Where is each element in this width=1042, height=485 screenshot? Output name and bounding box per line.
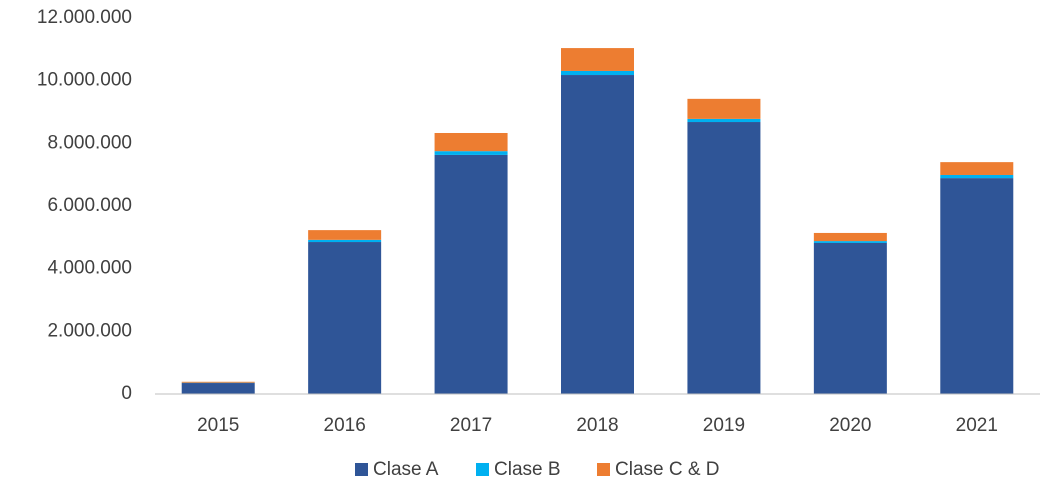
bar-segment: [940, 162, 1014, 175]
bar-segment: [434, 132, 508, 152]
bar-segment: [434, 154, 508, 394]
bar-segment: [813, 232, 887, 242]
x-tick-label: 2017: [450, 415, 492, 436]
bar-segment: [308, 242, 382, 394]
legend-label: Clase B: [494, 459, 561, 480]
bar-segment: [813, 242, 887, 394]
x-tick-label: 2015: [197, 415, 239, 436]
legend-swatch: [597, 463, 610, 476]
legend-label: Clase A: [373, 459, 439, 480]
bar-segment: [940, 178, 1014, 394]
y-tick-label: 0: [121, 383, 132, 404]
x-tick-label: 2020: [829, 415, 871, 436]
bar-segment: [434, 151, 508, 155]
x-tick-label: 2018: [576, 415, 618, 436]
legend-label: Clase C & D: [615, 459, 720, 480]
legend-swatch: [355, 463, 368, 476]
bar-segment: [813, 241, 887, 243]
bar-segment: [940, 174, 1014, 179]
bar-segment: [308, 239, 382, 243]
y-tick-label: 2.000.000: [47, 320, 132, 341]
bar-segment: [181, 383, 255, 394]
y-tick-label: 4.000.000: [47, 258, 132, 279]
y-tick-label: 12.000.000: [37, 7, 132, 28]
bar-segment: [561, 75, 634, 394]
bar-segment: [687, 118, 761, 123]
x-tick-label: 2021: [956, 415, 998, 436]
bar-segment: [687, 122, 761, 394]
bar-segment: [687, 98, 761, 119]
x-tick-label: 2016: [324, 415, 366, 436]
legend-swatch: [476, 463, 489, 476]
bar-segment: [181, 381, 255, 383]
x-tick-label: 2019: [703, 415, 745, 436]
y-tick-label: 8.000.000: [47, 132, 132, 153]
y-tick-label: 6.000.000: [47, 195, 132, 216]
bar-segment: [561, 48, 634, 71]
bar-segment: [561, 70, 634, 76]
y-tick-label: 10.000.000: [37, 70, 132, 91]
bar-segment: [308, 230, 382, 240]
